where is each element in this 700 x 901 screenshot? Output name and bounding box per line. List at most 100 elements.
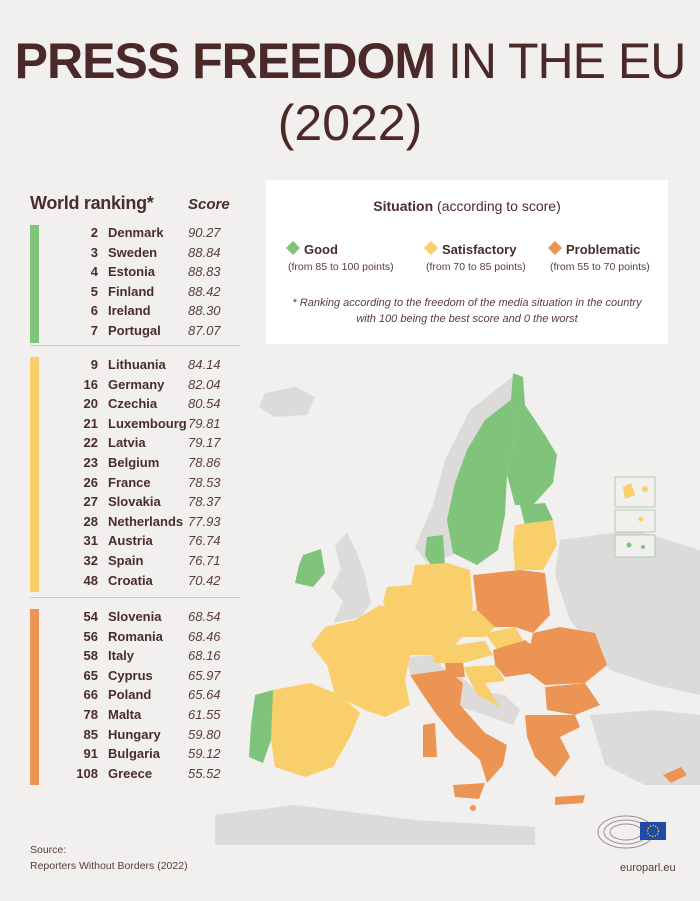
estonia-region (520, 503, 553, 525)
score-value: 79.81 (188, 415, 221, 431)
score-value: 55.52 (188, 765, 221, 781)
country-name: Belgium (108, 454, 160, 470)
source-note: Source: Reporters Without Borders (2022) (30, 844, 188, 873)
problematic-color-bar (30, 609, 39, 786)
country-name: Lithuania (108, 357, 166, 372)
poland-region (473, 570, 550, 633)
country-name: Cyprus (108, 667, 153, 683)
country-name: Portugal (108, 322, 161, 338)
rank-value: 56 (83, 628, 98, 644)
greece-region (525, 715, 580, 777)
turkey-land (590, 710, 700, 785)
finland-region (507, 373, 557, 505)
rank-value: 31 (83, 533, 98, 549)
rank-value: 2 (90, 225, 98, 240)
country-name: Spain (108, 552, 144, 568)
ireland-region (295, 549, 325, 587)
score-value: 88.83 (188, 264, 221, 280)
ranking-row: 5 Finland 88.42 (30, 284, 240, 304)
east-europe-land (555, 530, 700, 695)
ranking-row: 91 Bulgaria 59.12 (30, 746, 240, 766)
good-color-bar (30, 225, 39, 343)
north-africa-land (215, 805, 535, 845)
rank-value: 26 (83, 474, 98, 490)
rank-value: 48 (83, 572, 98, 588)
country-name: France (108, 474, 151, 490)
score-value: 68.46 (188, 628, 221, 644)
ranking-row: 85 Hungary 59.80 (30, 727, 240, 747)
rank-value: 32 (83, 552, 98, 568)
ranking-row: 27 Slovakia 78.37 (30, 494, 240, 514)
ranking-row: 2 Denmark 90.27 (30, 225, 240, 245)
country-name: Estonia (108, 264, 155, 280)
romania-region (525, 627, 607, 685)
score-value: 88.84 (188, 244, 221, 260)
rank-value: 28 (83, 513, 98, 529)
ranking-row: 20 Czechia 80.54 (30, 396, 240, 416)
italy-region (410, 670, 507, 783)
ranking-row: 9 Lithuania 84.14 (30, 357, 240, 377)
rank-value: 6 (90, 303, 98, 319)
rank-value: 108 (76, 765, 98, 781)
ranking-row: 6 Ireland 88.30 (30, 303, 240, 323)
ranking-row: 23 Belgium 78.86 (30, 455, 240, 475)
rank-value: 21 (83, 415, 98, 431)
group-divider (30, 597, 240, 598)
score-header: Score (188, 196, 230, 213)
page-title: PRESS FREEDOM IN THE EU (2022) (0, 36, 700, 148)
ranking-row: 56 Romania 68.46 (30, 629, 240, 649)
country-name: Germany (108, 376, 165, 392)
ranking-row: 28 Netherlands 77.93 (30, 514, 240, 534)
ranking-row: 3 Sweden 88.84 (30, 245, 240, 265)
legend-title: Situation (according to score) (373, 198, 561, 214)
ranking-row: 54 Slovenia 68.54 (30, 609, 240, 629)
cyprus-region (663, 767, 687, 783)
rank-value: 22 (83, 435, 98, 451)
satisfactory-color-bar (30, 357, 39, 593)
ranking-row: 4 Estonia 88.83 (30, 264, 240, 284)
ranking-row: 31 Austria 76.74 (30, 533, 240, 553)
score-value: 70.42 (188, 572, 221, 588)
score-value: 90.27 (188, 225, 221, 240)
ranking-row: 108 Greece 55.52 (30, 766, 240, 786)
france-region (311, 605, 410, 717)
croatia-region (463, 665, 505, 707)
score-value: 59.12 (188, 746, 221, 762)
sweden-region (447, 400, 515, 565)
title-year: (2022) (277, 95, 423, 151)
country-name: Slovenia (108, 609, 162, 624)
european-parliament-logo-icon (597, 815, 666, 849)
score-value: 87.07 (188, 322, 221, 338)
legend-box: Situation (according to score) Good (fro… (266, 180, 668, 344)
site-link[interactable]: europarl.eu (620, 862, 676, 874)
portugal-region (249, 690, 273, 763)
denmark-region (425, 535, 445, 569)
rank-value: 66 (83, 687, 98, 703)
country-name: Slovakia (108, 494, 161, 510)
satisfactory-marker-icon (423, 240, 439, 256)
austria-region (430, 641, 493, 663)
country-name: Czechia (108, 396, 158, 412)
country-name: Poland (108, 687, 152, 703)
ranking-group-problematic: 54 Slovenia 68.54 56 Romania 68.46 58 Italy 68.1… (30, 609, 240, 786)
rank-value: 78 (83, 706, 98, 722)
country-name: Bulgaria (108, 746, 161, 762)
latvia-lithuania-region (513, 520, 557, 570)
score-value: 78.53 (188, 474, 221, 490)
czechia-region (455, 610, 495, 637)
rank-value: 54 (83, 609, 98, 624)
score-value: 78.86 (188, 454, 221, 470)
score-value: 76.74 (188, 533, 221, 549)
title-bold: PRESS FREEDOM (14, 33, 436, 89)
score-value: 59.80 (188, 726, 221, 742)
country-name: Netherlands (108, 513, 184, 529)
bulgaria-region (545, 683, 600, 715)
score-value: 84.14 (188, 357, 221, 372)
country-name: Italy (108, 648, 135, 664)
rank-value: 65 (83, 667, 98, 683)
legend-good: Good (from 85 to 100 points) (285, 240, 394, 273)
switzerland-land (405, 655, 443, 675)
country-name: Malta (108, 706, 142, 722)
sardinia-region (423, 723, 437, 757)
score-value: 65.97 (188, 667, 221, 683)
